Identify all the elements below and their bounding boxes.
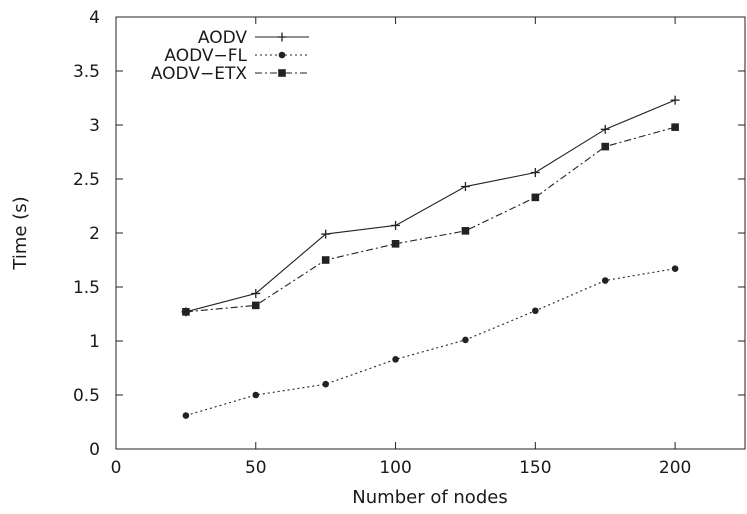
data-point (531, 193, 540, 202)
y-tick-label: 3.5 (73, 62, 100, 82)
data-point (321, 256, 330, 264)
y-tick-label: 2 (89, 224, 100, 244)
x-tick-label: 100 (379, 458, 411, 478)
y-tick-label: 0 (89, 440, 100, 460)
series-layer (181, 95, 680, 419)
legend-label: AODV−FL (164, 46, 247, 66)
data-point (392, 356, 399, 363)
series-line (185, 126, 676, 313)
data-point (252, 391, 260, 399)
y-tick-label: 3 (89, 116, 100, 136)
series-2 (182, 123, 679, 316)
data-point (601, 142, 610, 151)
data-point (321, 229, 331, 239)
y-tick-label: 0.5 (73, 386, 100, 406)
legend-marker (278, 69, 286, 77)
x-axis: 0 50 100 150 200 (111, 17, 691, 478)
y-tick-label: 1 (89, 332, 100, 352)
data-point (182, 308, 190, 316)
y-tick-label: 2.5 (73, 170, 100, 190)
x-axis-title: Number of nodes (352, 487, 507, 508)
legend-marker (277, 32, 287, 42)
data-point (251, 288, 261, 298)
data-point (671, 123, 679, 131)
series-line (185, 99, 676, 313)
y-axis-title: Time (s) (10, 196, 31, 270)
y-axis: 0 0.5 1 1.5 2 2.5 3 3.5 4 (73, 8, 745, 460)
data-point (601, 277, 609, 284)
data-point (530, 168, 540, 178)
legend-label: AODV−ETX (151, 64, 248, 84)
data-point (670, 95, 680, 105)
data-point (391, 220, 401, 230)
data-point (671, 265, 679, 272)
legend-label: AODV (198, 28, 248, 48)
data-point (600, 124, 610, 134)
data-point (251, 301, 260, 310)
data-point (182, 412, 190, 419)
x-tick-label: 0 (111, 458, 122, 478)
data-point (462, 336, 469, 344)
data-point (532, 307, 539, 315)
y-tick-label: 4 (89, 8, 100, 28)
data-point (460, 182, 470, 192)
data-point (461, 227, 470, 235)
x-tick-label: 200 (659, 458, 691, 478)
x-tick-label: 50 (245, 458, 267, 478)
y-tick-label: 1.5 (73, 278, 100, 298)
legend-marker (278, 51, 286, 59)
data-point (391, 240, 400, 248)
series-1 (182, 265, 679, 419)
data-point (322, 380, 329, 388)
x-tick-label: 150 (519, 458, 551, 478)
